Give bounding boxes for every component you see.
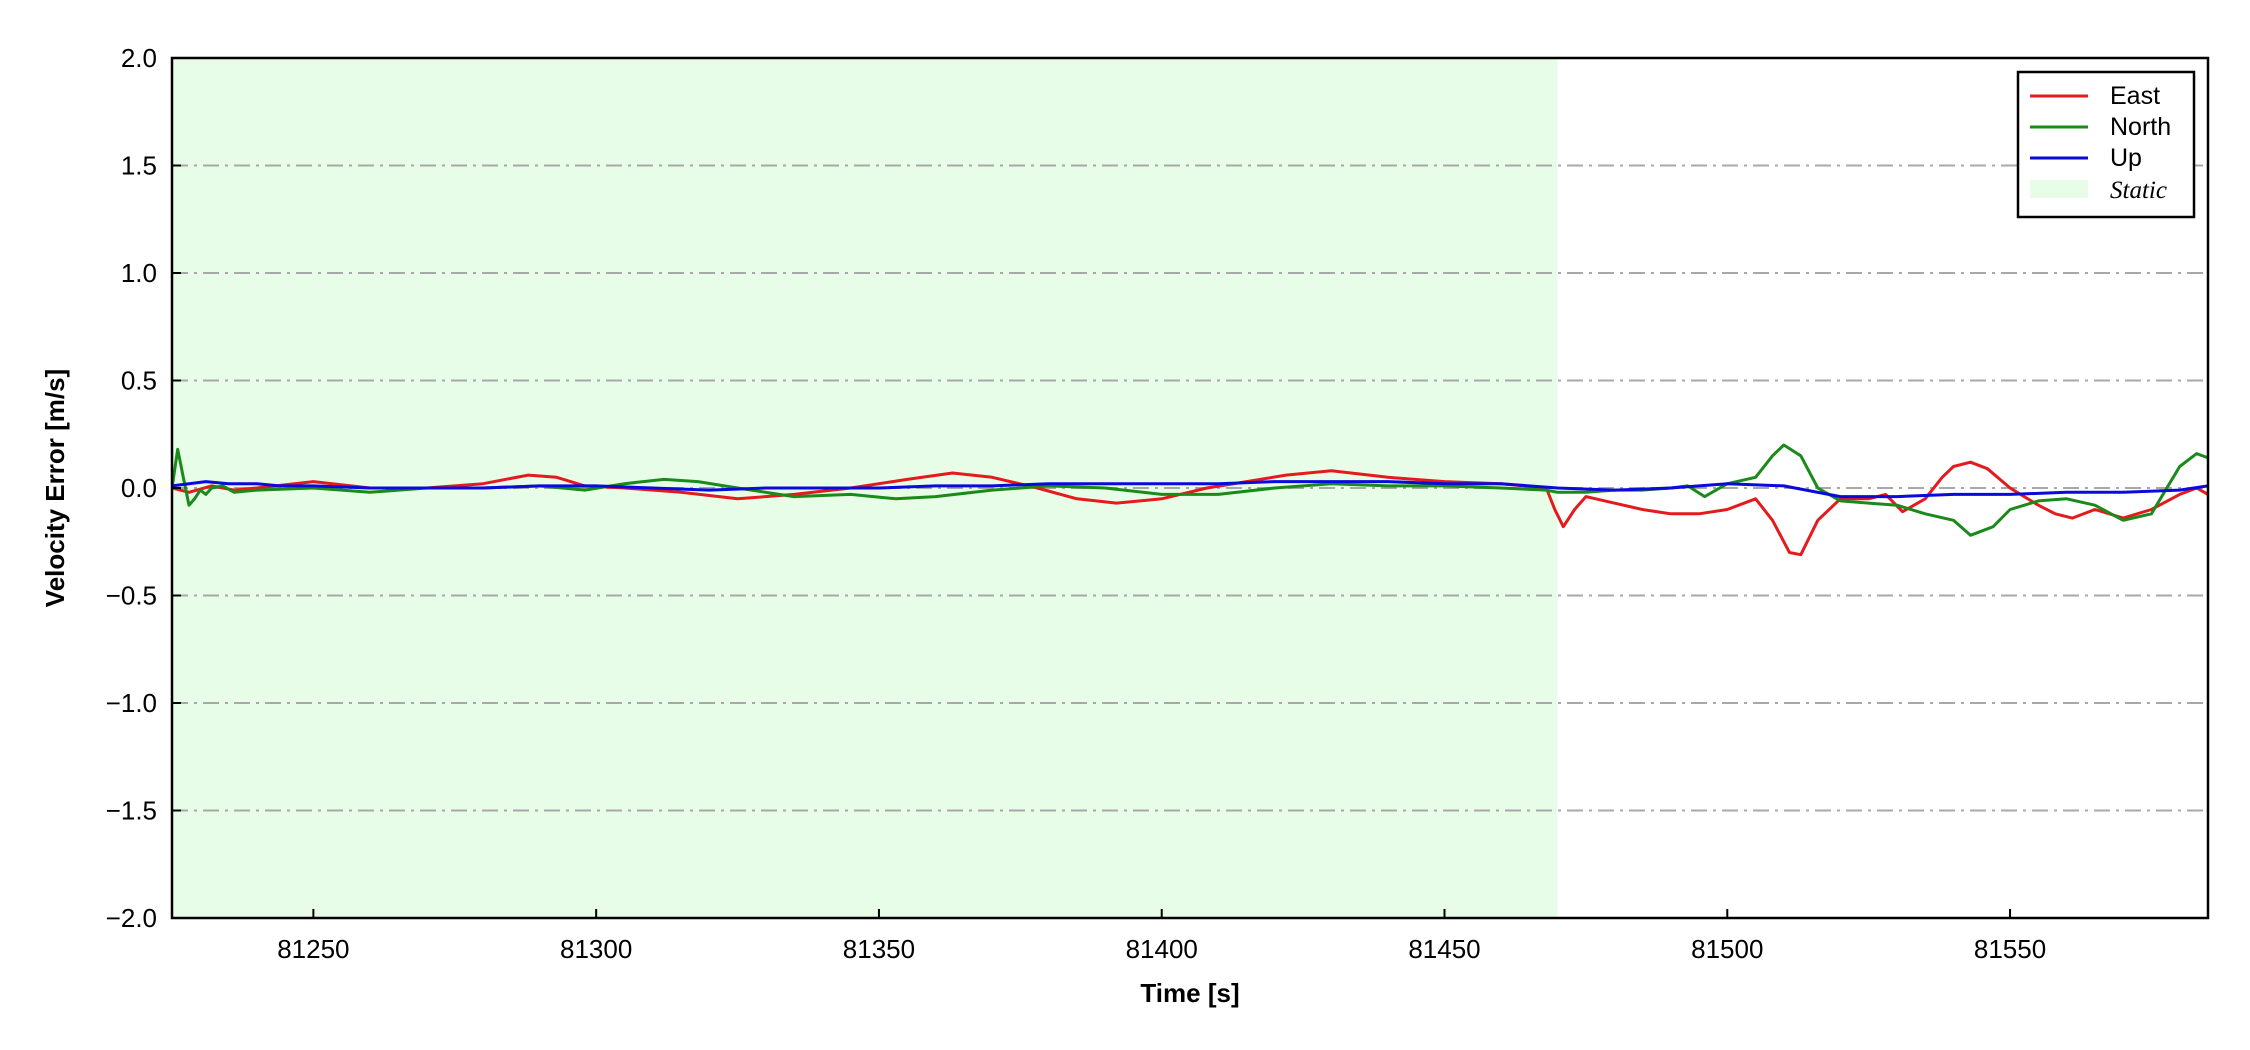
x-tick-label: 81250 — [277, 934, 349, 964]
y-tick-label: −1.0 — [106, 688, 157, 718]
x-tick-label: 81550 — [1974, 934, 2046, 964]
axis-ticks: 81250 81300 81350 81400 81450 81500 81550 2.0 1.… — [106, 43, 2047, 964]
legend-label-static: Static — [2110, 177, 2167, 204]
y-tick-label: −0.5 — [106, 581, 157, 611]
y-tick-label: 0.5 — [121, 366, 157, 396]
y-tick-label: 0.0 — [121, 473, 157, 503]
x-tick-label: 81450 — [1408, 934, 1480, 964]
legend-label-east: East — [2110, 82, 2160, 110]
x-tick-label: 81350 — [843, 934, 915, 964]
x-tick-label: 81500 — [1691, 934, 1763, 964]
series-line-north — [172, 443, 2208, 537]
grid-lines — [172, 164, 2208, 812]
y-tick-label: −1.5 — [106, 796, 157, 826]
y-axis-label: Velocity Error [m/s] — [40, 369, 70, 607]
series-line-up — [172, 480, 2208, 499]
y-tick-label: 2.0 — [121, 43, 157, 73]
y-tick-label: 1.0 — [121, 258, 157, 288]
x-axis-label: Time [s] — [1140, 978, 1239, 1008]
legend-label-north: North — [2110, 113, 2171, 141]
series-lines — [172, 443, 2208, 557]
x-tick-label: 81400 — [1126, 934, 1198, 964]
legend-swatch-static — [2030, 180, 2088, 198]
series-line-east — [172, 460, 2208, 557]
legend-label-up: Up — [2110, 144, 2142, 172]
x-tick-label: 81300 — [560, 934, 632, 964]
y-tick-label: −2.0 — [106, 903, 157, 933]
legend: East North Up Static — [2016, 70, 2196, 219]
y-tick-label: 1.5 — [121, 151, 157, 181]
